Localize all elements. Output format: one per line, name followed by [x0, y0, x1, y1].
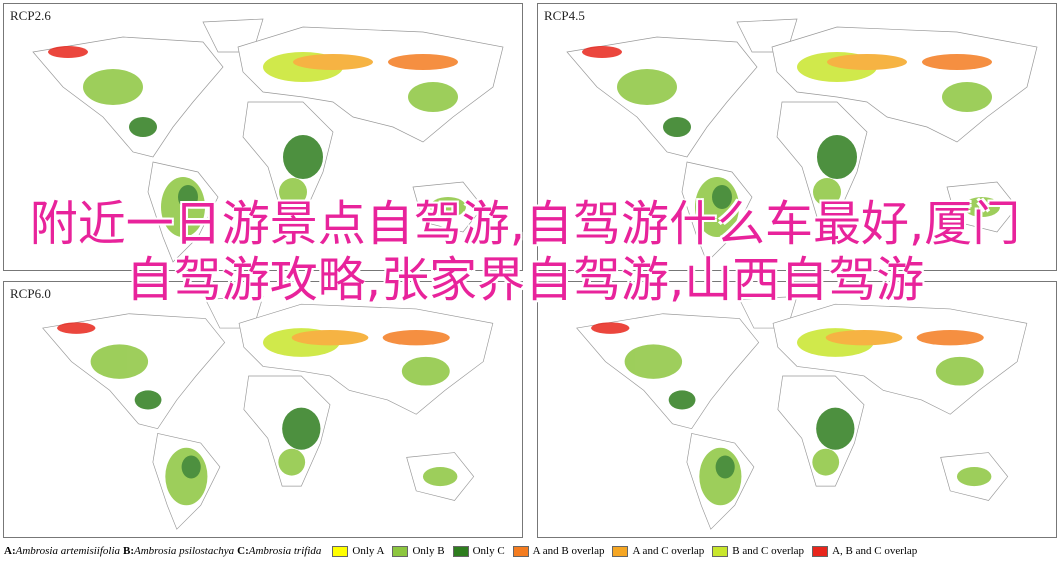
species: B:Ambrosia psilostachya [123, 545, 234, 557]
panel-label: RCP2.6 [10, 8, 51, 23]
map [3, 281, 523, 538]
legend-label: B and C overlap [732, 545, 805, 557]
legend-swatch [612, 545, 629, 557]
legend-label: Only B [412, 545, 445, 557]
species: A:Ambrosia artemisiifolia [4, 545, 120, 557]
legend-item: A, B and C overlap [812, 545, 917, 557]
map [537, 3, 1057, 271]
map-panel: RCP2.6 [3, 3, 523, 271]
species-letter: A: [4, 545, 16, 557]
legend-swatch [452, 545, 469, 557]
legend-swatch [332, 545, 349, 557]
legend-label: A, B and C overlap [832, 545, 918, 557]
legend: A:Ambrosia artemisiifolia B:Ambrosia psil… [4, 542, 1060, 560]
map-panel: RCP6.0 [3, 281, 523, 538]
map-panel [537, 281, 1057, 538]
legend-label: Only A [352, 545, 385, 557]
legend-item: Only A [332, 545, 384, 557]
legend-label: A and C overlap [632, 545, 705, 557]
species-name: Ambrosia psilostachya [134, 545, 235, 557]
map [3, 3, 523, 271]
legend-label: A and B overlap [532, 545, 605, 557]
legend-swatch [812, 545, 829, 557]
panel-label: RCP4.5 [544, 8, 585, 23]
legend-swatch [392, 545, 409, 557]
species-name: Ambrosia trifida [248, 545, 322, 557]
legend-swatch [512, 545, 529, 557]
map [537, 281, 1057, 538]
species-letter: B: [123, 545, 135, 557]
legend-item: A and B overlap [512, 545, 605, 557]
legend-item: B and C overlap [712, 545, 804, 557]
legend-item: Only B [392, 545, 445, 557]
legend-item: Only C [452, 545, 505, 557]
map-panel: RCP4.5 [537, 3, 1057, 271]
overlay-title: 附近一日游景点自驾游,自驾游什么车最好,厦门自驾游攻略,张家界自驾游,山西自驾游 [29, 196, 1021, 308]
legend-label: Only C [472, 545, 505, 557]
legend-swatch [712, 545, 729, 557]
species-name: Ambrosia artemisiifolia [15, 545, 121, 557]
species: C:Ambrosia trifida [237, 545, 321, 557]
species-letter: C: [237, 545, 249, 557]
panel-label: RCP6.0 [10, 286, 51, 301]
legend-item: A and C overlap [612, 545, 704, 557]
